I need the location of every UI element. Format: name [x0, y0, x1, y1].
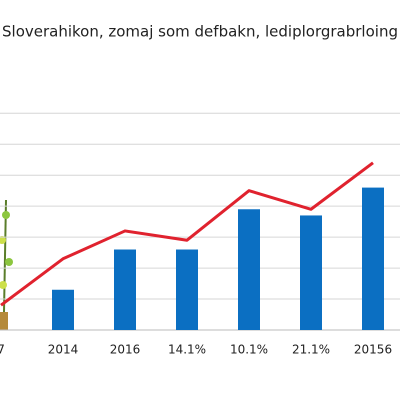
bar	[362, 187, 384, 330]
x-tick-label: 7	[0, 343, 5, 357]
line	[0, 161, 374, 307]
bar	[238, 209, 260, 330]
plant-decoration	[0, 199, 13, 330]
bar	[300, 215, 322, 330]
chart-title: Sloverahikon, zomaj som defbakn, lediplo…	[2, 23, 398, 41]
x-tick-label: 2014	[48, 343, 79, 357]
bar	[114, 249, 136, 330]
x-tick-label: 14.1%	[168, 343, 206, 357]
bar	[52, 289, 74, 330]
x-tick-label: 21.1%	[292, 343, 330, 357]
x-tick-label: 2016	[110, 343, 141, 357]
bar	[176, 249, 198, 330]
x-tick-label: 20156	[354, 343, 392, 357]
x-tick-label: 10.1%	[230, 343, 268, 357]
